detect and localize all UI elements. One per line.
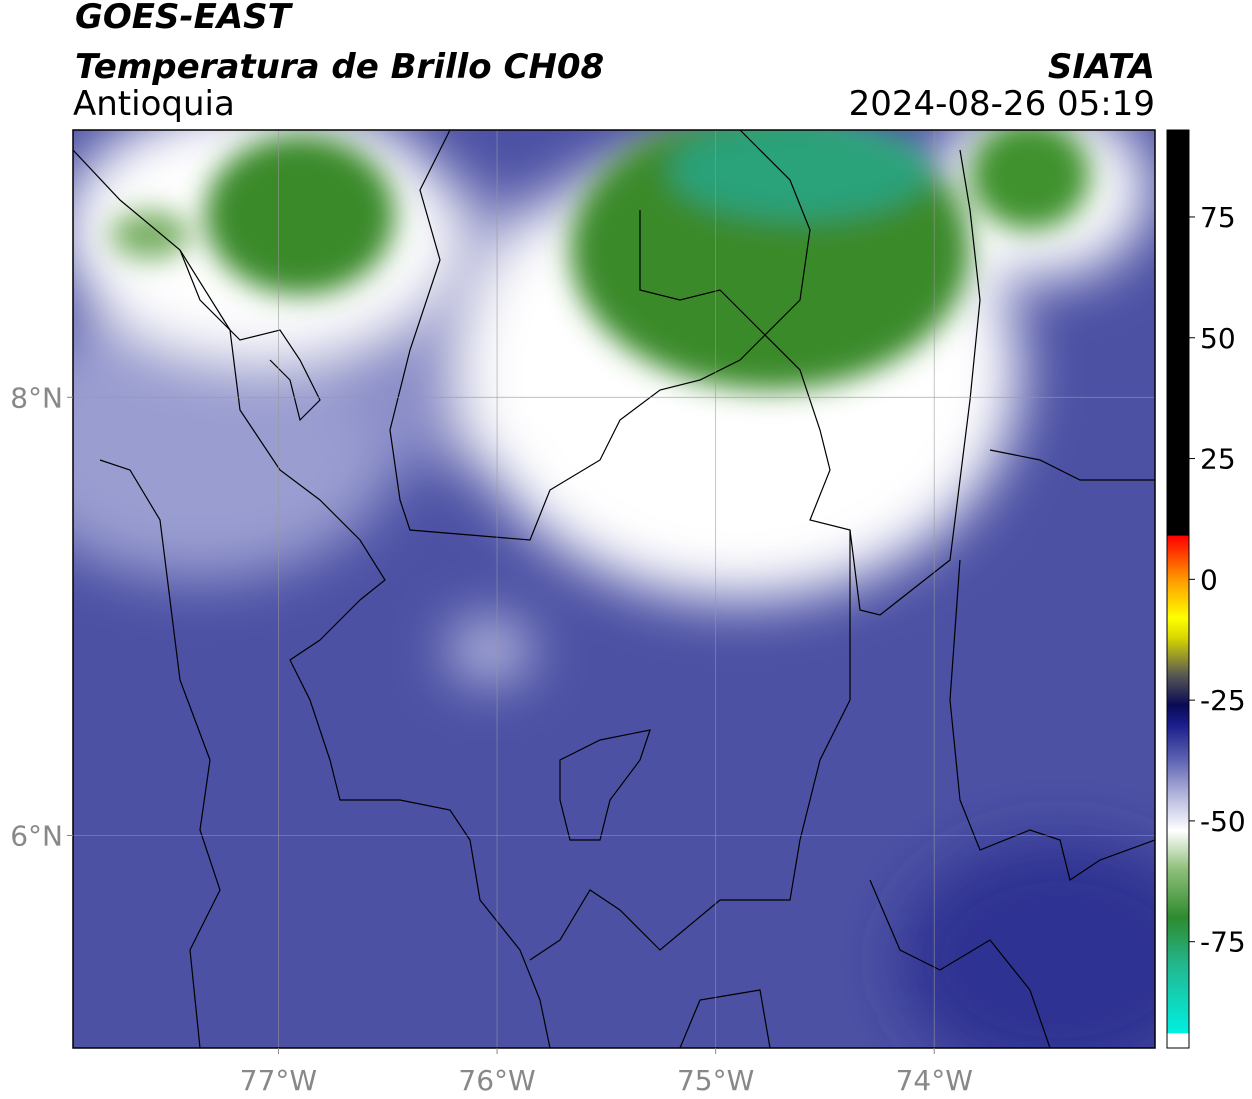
colorbar-tick-label: 50 — [1200, 322, 1236, 355]
coastline — [179, 249, 321, 422]
cloud-top — [205, 135, 395, 295]
border — [529, 530, 851, 961]
cloud — [450, 620, 530, 680]
map-frame — [72, 129, 1156, 1049]
border — [639, 149, 981, 616]
subtitle: Temperatura de Brillo CH08 — [75, 47, 604, 87]
source: SIATA — [1048, 47, 1155, 87]
region: Antioquia — [73, 84, 235, 124]
cloud-top — [970, 130, 1090, 230]
border — [73, 149, 551, 1048]
border — [989, 449, 1155, 481]
datetime: 2024-08-26 05:19 — [849, 84, 1155, 124]
y-tick-label: 6°N — [10, 819, 63, 852]
axes: 77°W 76°W 75°W 74°W 8°N 6°N — [10, 381, 973, 1097]
title: GOES-EAST — [75, 0, 294, 37]
cloud — [73, 300, 400, 580]
border — [389, 130, 811, 541]
cloud-core — [110, 130, 1090, 390]
colorbar-tick-label: -50 — [1200, 805, 1246, 838]
x-tick-label: 75°W — [677, 1064, 754, 1097]
cloud-top — [670, 130, 930, 220]
colorbar-tick-label: -75 — [1200, 926, 1246, 959]
border — [559, 729, 651, 841]
colorbar-tick-label: 25 — [1200, 443, 1236, 476]
coastline — [99, 459, 221, 1048]
border — [869, 879, 1051, 1048]
border — [679, 989, 771, 1048]
colorbar-tick-label: 75 — [1200, 201, 1236, 234]
x-tick-label: 76°W — [458, 1064, 535, 1097]
cold-area — [900, 840, 1155, 1048]
y-tick-label: 8°N — [10, 381, 63, 414]
x-tick-label: 74°W — [896, 1064, 973, 1097]
border — [949, 559, 1155, 881]
colorbar-tick-label: -25 — [1200, 684, 1246, 717]
x-tick-label: 77°W — [240, 1064, 317, 1097]
colorbar-tick-label: 0 — [1200, 563, 1218, 596]
borders — [73, 130, 1155, 1048]
map-image — [73, 130, 1155, 1048]
cloud-top — [110, 210, 190, 260]
colorbar — [1166, 129, 1190, 1049]
colorbar-ticks: 75 50 25 0 -25 -50 -75 — [1189, 201, 1246, 959]
grid — [73, 130, 1155, 1048]
